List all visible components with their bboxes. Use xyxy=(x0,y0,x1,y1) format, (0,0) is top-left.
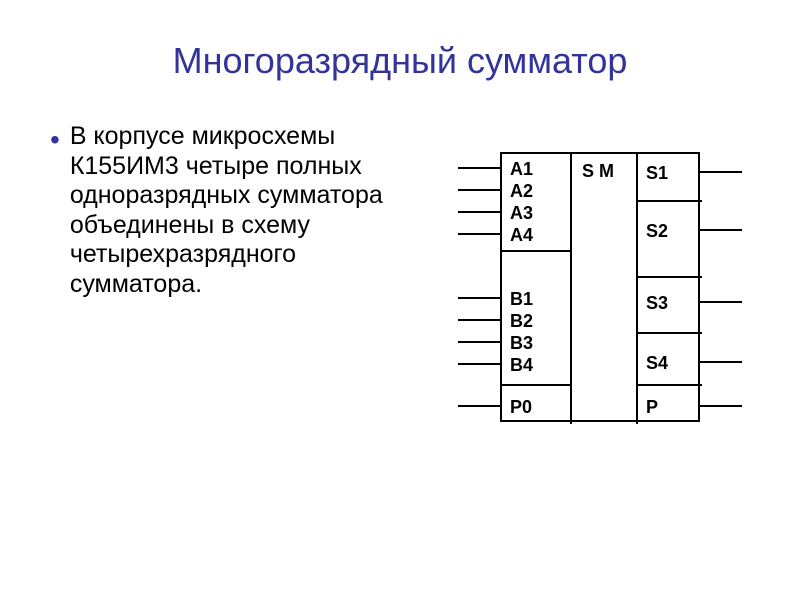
right-divider xyxy=(636,332,702,334)
right-divider xyxy=(636,384,702,386)
lead-right xyxy=(700,405,742,407)
pin-a1: А1 xyxy=(510,160,533,178)
pin-a4: А4 xyxy=(510,226,533,244)
lead-right xyxy=(700,229,742,231)
lead-right xyxy=(700,171,742,173)
lead-left xyxy=(458,189,500,191)
pin-b4: В4 xyxy=(510,356,533,374)
pin-b3: В3 xyxy=(510,334,533,352)
slide-title: Многоразрядный сумматор xyxy=(0,0,800,82)
pin-s4: S4 xyxy=(646,354,668,372)
chip-body: S M А1 А2 А3 А4 В1 В2 В3 В4 Р0 S1 S2 S3 … xyxy=(500,152,700,422)
lead-left xyxy=(458,319,500,321)
lead-left xyxy=(458,297,500,299)
chip-col-divider-1 xyxy=(570,154,572,424)
lead-left xyxy=(458,363,500,365)
bullet-text: В корпусе микросхемы К155ИМ3 четыре полн… xyxy=(70,122,430,299)
lead-left xyxy=(458,233,500,235)
lead-left xyxy=(458,167,500,169)
pin-s3: S3 xyxy=(646,294,668,312)
chip-diagram: S M А1 А2 А3 А4 В1 В2 В3 В4 Р0 S1 S2 S3 … xyxy=(450,122,750,422)
pin-s1: S1 xyxy=(646,164,668,182)
right-divider xyxy=(636,200,702,202)
text-block: • В корпусе микросхемы К155ИМ3 четыре по… xyxy=(50,122,430,422)
left-divider xyxy=(502,250,570,252)
pin-a3: А3 xyxy=(510,204,533,222)
pin-a2: А2 xyxy=(510,182,533,200)
right-divider xyxy=(636,276,702,278)
pin-p: P xyxy=(646,398,658,416)
bullet-item: • В корпусе микросхемы К155ИМ3 четыре по… xyxy=(50,122,430,299)
pin-s2: S2 xyxy=(646,222,668,240)
bullet-icon: • xyxy=(50,125,60,156)
lead-right xyxy=(700,301,742,303)
lead-right xyxy=(700,361,742,363)
pin-b1: В1 xyxy=(510,290,533,308)
chip-center-label: S M xyxy=(582,162,614,180)
content-area: • В корпусе микросхемы К155ИМ3 четыре по… xyxy=(0,82,800,422)
lead-left xyxy=(458,405,500,407)
lead-left xyxy=(458,211,500,213)
pin-p0: Р0 xyxy=(510,398,532,416)
lead-left xyxy=(458,341,500,343)
pin-b2: В2 xyxy=(510,312,533,330)
left-divider xyxy=(502,384,570,386)
chip-wrap: S M А1 А2 А3 А4 В1 В2 В3 В4 Р0 S1 S2 S3 … xyxy=(460,152,740,422)
